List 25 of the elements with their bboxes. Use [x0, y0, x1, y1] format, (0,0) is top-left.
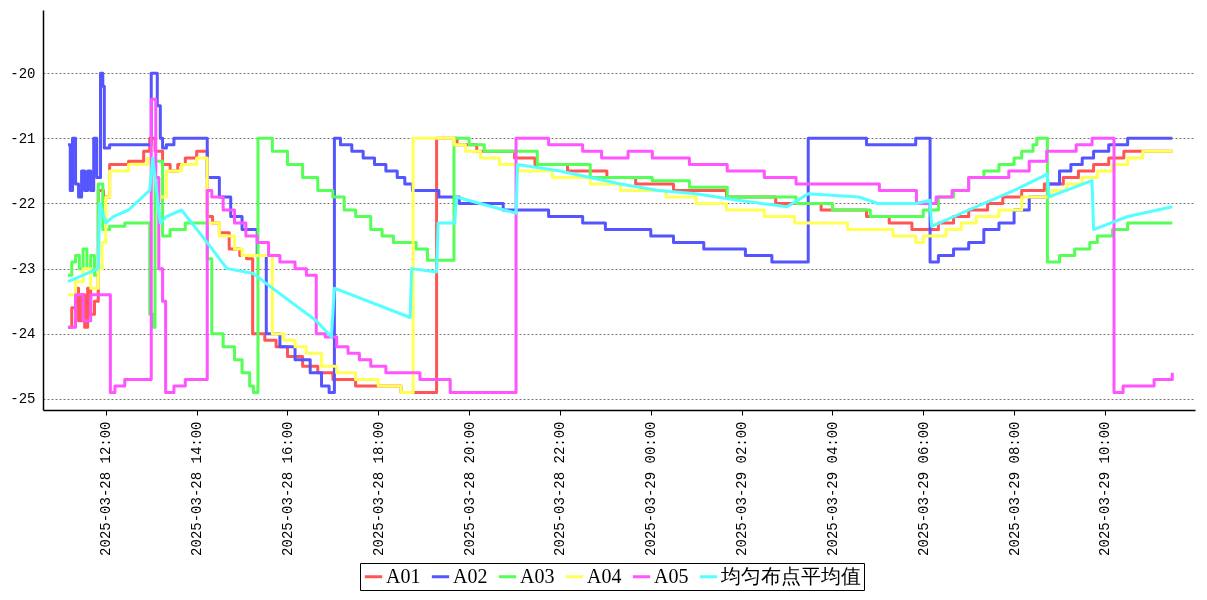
- legend-label: 均匀布点平均值: [720, 564, 861, 587]
- x-tick-label: 2025-03-28 14:00: [189, 421, 206, 556]
- legend-label: A05: [654, 564, 689, 587]
- y-tick-label: -24: [10, 326, 36, 343]
- legend-label: A01: [386, 564, 421, 587]
- x-tick-label: 2025-03-29 02:00: [734, 421, 751, 556]
- x-tick-label: 2025-03-28 20:00: [461, 421, 478, 556]
- x-tick-label: 2025-03-29 08:00: [1006, 421, 1023, 556]
- x-tick-label: 2025-03-29 10:00: [1097, 421, 1114, 556]
- legend-label: A04: [587, 564, 622, 587]
- x-tick-label: 2025-03-28 18:00: [370, 421, 387, 556]
- line-series: [66, 156, 1174, 339]
- x-tick-label: 2025-03-28 16:00: [279, 421, 296, 556]
- y-tick-label: -20: [10, 65, 36, 82]
- x-tick-label: 2025-03-29 06:00: [915, 421, 932, 556]
- legend-label: A03: [520, 564, 555, 587]
- y-tick-label: -21: [10, 130, 36, 147]
- x-tick-label: 2025-03-29 00:00: [643, 421, 660, 556]
- y-tick-label: -23: [10, 261, 36, 278]
- x-tick-label: 2025-03-29 04:00: [824, 421, 841, 556]
- y-tick-label: -22: [10, 195, 36, 212]
- x-tick-label: 2025-03-28 22:00: [552, 421, 569, 556]
- y-tick-label: -25: [10, 391, 36, 408]
- legend-label: A02: [453, 564, 488, 587]
- x-tick-label: 2025-03-28 12:00: [98, 421, 115, 556]
